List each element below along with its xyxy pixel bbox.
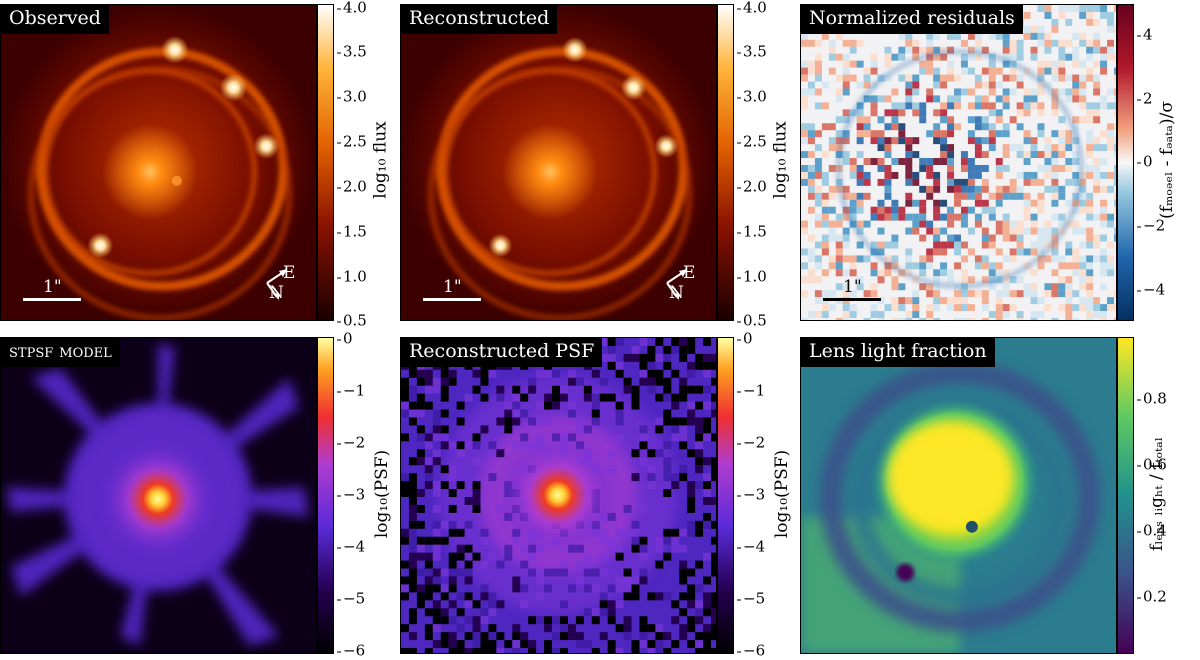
stpsf-tick: −4 xyxy=(336,537,366,556)
observed-colorbar xyxy=(317,4,334,321)
lens-light-colorbar-label: fₗₑₙₛ ₗᵢgₕₜ / fₜₒₜₐₗ xyxy=(1146,437,1167,551)
recon-psf-image xyxy=(401,338,716,653)
reconstructed-compass xyxy=(666,269,687,300)
lens-light-title: Lens light fraction xyxy=(801,338,995,367)
observed-panel: Observed 1" E N xyxy=(0,4,317,321)
stpsf-image xyxy=(1,338,316,653)
residuals-scalebar-label: 1" xyxy=(843,277,862,297)
lens-light-colorbar xyxy=(1117,337,1134,654)
recon-psf-colorbar-label: log₁₀(PSF) xyxy=(772,449,793,539)
observed-compass xyxy=(266,269,287,300)
reconstructed-colorbar-label: log₁₀ flux xyxy=(770,121,791,199)
observed-tick: 2.0 xyxy=(337,177,367,196)
reconstructed-scalebar xyxy=(423,298,481,301)
recon-psf-panel: Reconstructed PSF xyxy=(400,337,717,654)
reconstructed-tick: 1.0 xyxy=(737,267,767,286)
stpsf-tick: −3 xyxy=(336,485,366,504)
residuals-tick: 0 xyxy=(1137,152,1153,171)
residuals-pixel-noise xyxy=(801,5,1116,320)
observed-compass-e: E xyxy=(283,263,296,283)
stpsf-tick: −5 xyxy=(336,589,366,608)
recon-psf-tick: −3 xyxy=(736,485,766,504)
observed-compass-n: N xyxy=(269,283,284,303)
reconstructed-compass-n: N xyxy=(669,283,684,303)
observed-scalebar xyxy=(23,298,81,301)
observed-tick: 4.0 xyxy=(337,0,367,17)
observed-scalebar-label: 1" xyxy=(43,277,62,297)
observed-tick: 1.0 xyxy=(337,267,367,286)
residuals-scalebar xyxy=(823,298,881,301)
reconstructed-tick: 3.5 xyxy=(737,42,767,61)
observed-tick: 3.5 xyxy=(337,42,367,61)
reconstructed-tick: 2.0 xyxy=(737,177,767,196)
stpsf-colorbar xyxy=(317,337,334,654)
observed-tick: 3.0 xyxy=(337,87,367,106)
residuals-colorbar xyxy=(1117,4,1134,321)
lens-light-tick: 0.4 xyxy=(1137,521,1167,540)
recon-psf-tick: −5 xyxy=(736,589,766,608)
residuals-panel: Normalized residuals 1" xyxy=(800,4,1117,321)
observed-title: Observed xyxy=(1,5,109,34)
reconstructed-title: Reconstructed xyxy=(401,5,558,34)
reconstructed-image xyxy=(401,5,716,320)
recon-psf-tick: −4 xyxy=(736,537,766,556)
stpsf-tick: −1 xyxy=(336,381,366,400)
stpsf-tick: −2 xyxy=(336,433,366,452)
stpsf-panel: stpsf model xyxy=(0,337,317,654)
lens-light-tick: 0.8 xyxy=(1137,389,1167,408)
lens-light-tick: 0.6 xyxy=(1137,455,1167,474)
reconstructed-tick: 4.0 xyxy=(737,0,767,17)
residuals-image xyxy=(801,5,1116,320)
reconstructed-compass-e: E xyxy=(683,263,696,283)
lens-light-image xyxy=(801,338,1116,653)
recon-psf-tick: −6 xyxy=(736,641,766,660)
observed-tick: 1.5 xyxy=(337,222,367,241)
residuals-tick: 4 xyxy=(1137,25,1153,44)
residuals-colorbar-label: (fₘₒₔₑₗ - fₔₐₜₐ)/σ xyxy=(1156,101,1177,219)
reconstructed-tick: 0.5 xyxy=(737,311,767,330)
residuals-tick: −4 xyxy=(1136,280,1166,299)
recon-psf-title: Reconstructed PSF xyxy=(401,338,603,367)
reconstructed-tick: 3.0 xyxy=(737,87,767,106)
reconstructed-tick: 1.5 xyxy=(737,222,767,241)
stpsf-tick: 0 xyxy=(337,329,353,348)
reconstructed-tick: 2.5 xyxy=(737,132,767,151)
observed-image xyxy=(1,5,316,320)
lens-light-panel: Lens light fraction xyxy=(800,337,1117,654)
observed-tick: 0.5 xyxy=(337,311,367,330)
observed-colorbar-label: log₁₀ flux xyxy=(370,121,391,199)
residuals-tick: −2 xyxy=(1136,216,1166,235)
stpsf-tick: −6 xyxy=(336,641,366,660)
recon-psf-tick: −2 xyxy=(736,433,766,452)
recon-psf-tick: 0 xyxy=(737,329,753,348)
reconstructed-colorbar xyxy=(717,4,734,321)
stpsf-colorbar-label: log₁₀(PSF) xyxy=(372,449,393,539)
recon-psf-tick: −1 xyxy=(736,381,766,400)
stpsf-title: stpsf model xyxy=(1,338,120,367)
recon-psf-colorbar xyxy=(717,337,734,654)
residuals-tick: 2 xyxy=(1137,89,1153,108)
reconstructed-scalebar-label: 1" xyxy=(443,277,462,297)
reconstructed-panel: Reconstructed 1" E N xyxy=(400,4,717,321)
lens-light-tick: 0.2 xyxy=(1137,587,1167,606)
residuals-title: Normalized residuals xyxy=(801,5,1023,34)
observed-tick: 2.5 xyxy=(337,132,367,151)
